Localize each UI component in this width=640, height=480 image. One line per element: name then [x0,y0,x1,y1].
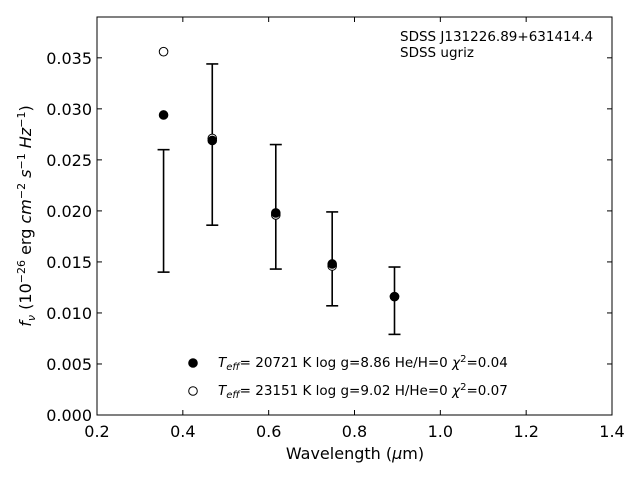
y-axis-label: fν (10−26 erg cm−2 s−1 Hz−1) [15,105,38,326]
legend-filled-t: T [218,355,228,371]
model-point-open [158,46,169,57]
y-label-exp3: −1 [15,153,28,169]
y-tick-label: 0.010 [46,304,92,323]
y-label-post: ) [16,105,35,111]
model-points [158,46,400,302]
legend-entry-open: Teff= 23151 K log g=9.02 H/He=0 χ2=0.07 [218,382,508,401]
y-tick-label: 0.020 [46,202,92,221]
legend-filled-params: = 20721 K log g=8.86 He/H=0 [240,355,452,371]
legend-marker-filled [188,358,198,368]
x-axis-label-mu: μ [391,444,402,463]
y-tick-label: 0.005 [46,355,92,374]
legend-open-sup: 2 [460,382,466,393]
x-tick-label: 1.2 [513,422,538,441]
x-tick-label: 0.4 [170,422,195,441]
y-tick-label: 0.025 [46,151,92,170]
legend-open-eff: eff [226,390,241,401]
y-tick-label: 0.015 [46,253,92,272]
y-label-pre: (10 [16,283,35,315]
legend-marker-open [188,386,198,396]
y-label-hz: Hz [16,127,35,153]
legend-open-t: T [218,383,228,399]
model-point-filled [327,259,337,269]
x-tick-label: 1.0 [428,422,453,441]
legend-filled-chival: =0.04 [466,355,507,371]
y-tick-label: 0.000 [46,406,92,425]
legend-entry-filled: Teff= 20721 K log g=8.86 He/H=0 χ2=0.04 [218,354,508,373]
legend-open-params: = 23151 K log g=9.02 H/He=0 [240,383,452,399]
legend-open-chival: =0.07 [466,383,507,399]
y-axis: 0.000 0.005 0.010 0.015 0.020 0.025 0.030 0.035 [46,49,612,425]
filter-set-annotation: SDSS ugriz [400,45,474,61]
y-label-exp2: −2 [15,183,28,199]
model-point-filled [389,291,400,302]
x-axis-label-main: Wavelength ( [286,444,392,463]
legend-open-chi: χ [451,383,461,399]
model-point-filled [270,208,281,218]
y-label-f: f [16,319,35,327]
model-point-filled [158,110,169,120]
x-axis-label: Wavelength (μm) [286,444,424,463]
observed-error-bars [157,63,401,336]
y-tick-label: 0.035 [46,49,92,68]
y-label-exp1: −26 [15,260,28,283]
x-tick-label: 0.6 [256,422,281,441]
x-tick-label: 0.8 [342,422,367,441]
legend-filled-chi: χ [451,355,461,371]
object-name-annotation: SDSS J131226.89+631414.4 [400,29,593,45]
x-axis: 0.2 0.4 0.6 0.8 1.0 1.2 1.4 [84,17,625,441]
y-label-nu: ν [25,315,38,321]
y-tick-label: 0.030 [46,100,92,119]
x-tick-label: 1.4 [599,422,624,441]
legend-filled-sup: 2 [460,354,466,365]
legend-filled-eff: eff [226,362,241,373]
x-axis-label-end: m) [402,444,424,463]
y-label-cm: cm [16,199,35,223]
x-tick-label: 0.2 [84,422,109,441]
y-label-exp4: −1 [15,112,28,128]
y-label-mid1: erg [16,224,35,260]
y-label-s: s [16,170,35,183]
model-point-filled [207,135,218,146]
legend: Teff= 20721 K log g=8.86 He/H=0 χ2=0.04 … [188,354,508,401]
